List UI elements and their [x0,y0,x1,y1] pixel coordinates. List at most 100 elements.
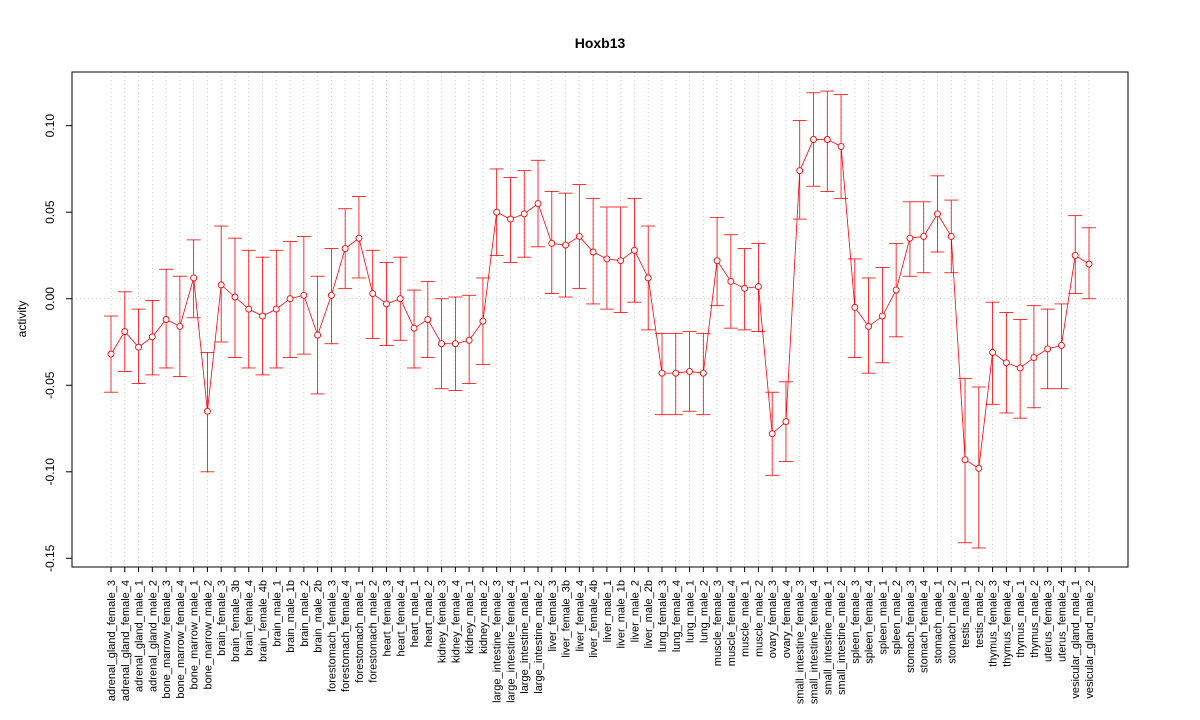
x-tick-label: brain_female_3b [230,580,242,662]
x-tick-label: spleen_male_1 [877,580,889,655]
chart-title: Hoxb13 [575,35,626,51]
x-tick-label: brain_female_3 [216,580,228,656]
data-point [1071,252,1079,259]
data-point [727,277,735,285]
y-tick-label: -0.15 [43,544,57,572]
x-tick-label: muscle_female_4 [726,580,738,666]
data-point [272,305,280,313]
x-tick-label: lung_male_2 [698,580,710,643]
x-tick-label: thymus_male_2 [1029,580,1041,658]
data-point [162,316,170,323]
x-tick-label: stomach_female_3 [905,580,917,673]
data-point [686,367,693,375]
x-tick-label: forestomach_female_3 [326,580,338,692]
data-point [424,316,432,323]
x-tick-label: liver_male_2b [643,580,655,648]
data-point [920,232,928,240]
x-tick-label: heart_female_4 [395,580,407,656]
data-point [1044,345,1052,353]
data-point [575,232,583,240]
x-tick-label: liver_female_4 [574,580,586,652]
data-point [1030,354,1038,362]
data-point [451,340,459,348]
x-tick-label: thymus_female_3 [988,580,1000,667]
y-axis-label: activity [15,301,29,338]
x-tick-label: stomach_female_4 [919,580,931,673]
x-tick-label: adrenal_gland_female_4 [120,580,132,701]
data-point [906,234,914,242]
data-point [961,456,969,464]
x-tick-label: large_intestine_female_3 [492,580,504,703]
data-point [837,142,845,150]
series [104,90,1096,549]
x-tick-label: brain_male_1b [285,580,297,653]
data-point [548,239,556,247]
x-tick-label: forestomach_male_2 [368,580,380,683]
x-tick-label: heart_male_2 [423,580,435,647]
x-tick-label: liver_male_1 [602,580,614,642]
x-tick-label: bone_marrow_female_3 [161,580,173,699]
data-point [107,350,115,358]
x-tick-label: adrenal_gland_male_1 [134,580,146,692]
x-tick-label: heart_female_3 [381,580,393,656]
x-tick-label: brain_female_4 [244,580,256,656]
data-point [796,167,804,175]
data-point [410,324,418,332]
data-point [630,246,638,254]
x-tick-label: muscle_male_2 [753,580,765,657]
data-point [989,348,997,356]
data-point [341,245,349,252]
data-point [520,210,528,218]
data-point [1085,260,1093,268]
data-point [713,257,721,265]
x-tick-label: bone_marrow_male_1 [189,580,201,689]
data-point [1058,342,1065,349]
data-point [1002,359,1010,367]
y-tick-label: 0.00 [43,287,57,311]
x-tick-label: ovary_female_4 [781,580,793,658]
data-point [947,232,955,240]
x-tick-label: testis_male_1 [960,580,972,648]
data-point [672,369,680,377]
x-tick-label: small_intestine_male_1 [822,580,834,695]
x-axis: adrenal_gland_female_3 adrenal_gland_fema… [106,566,1096,704]
data-point [190,274,198,282]
data-point [810,136,817,143]
y-tick-label: 0.05 [43,200,57,224]
x-tick-label: spleen_female_4 [864,580,876,664]
data-point [259,312,266,320]
data-point [203,407,211,415]
data-point [245,305,253,313]
data-point [507,215,514,223]
x-tick-label: liver_female_3b [561,580,573,658]
data-point [465,336,473,344]
x-tick-label: muscle_female_3 [712,580,724,666]
data-point [479,317,487,325]
data-point [617,257,625,265]
x-tick-label: thymus_male_1 [1015,580,1027,658]
x-tick-label: brain_male_2b [313,580,325,653]
data-point [176,322,184,330]
data-point [231,293,239,301]
y-tick-label: 0.10 [43,114,57,138]
data-point [589,248,597,256]
grid [72,72,1128,567]
data-point [782,418,790,426]
data-point [369,290,377,297]
y-tick-label: -0.10 [43,458,57,486]
data-point [562,241,570,249]
data-point [823,136,831,143]
data-point [493,208,501,216]
data-point [300,291,308,299]
data-point [975,464,983,472]
x-tick-label: brain_male_1 [271,580,283,647]
y-tick-label: -0.05 [43,371,57,399]
data-point [878,312,886,320]
data-point [603,255,611,263]
x-tick-label: spleen_male_2 [891,580,903,655]
x-tick-label: kidney_male_2 [478,580,490,654]
data-point [383,300,390,308]
data-point [934,210,941,218]
x-tick-label: stomach_male_1 [932,580,944,664]
x-tick-label: liver_male_2 [629,580,641,642]
